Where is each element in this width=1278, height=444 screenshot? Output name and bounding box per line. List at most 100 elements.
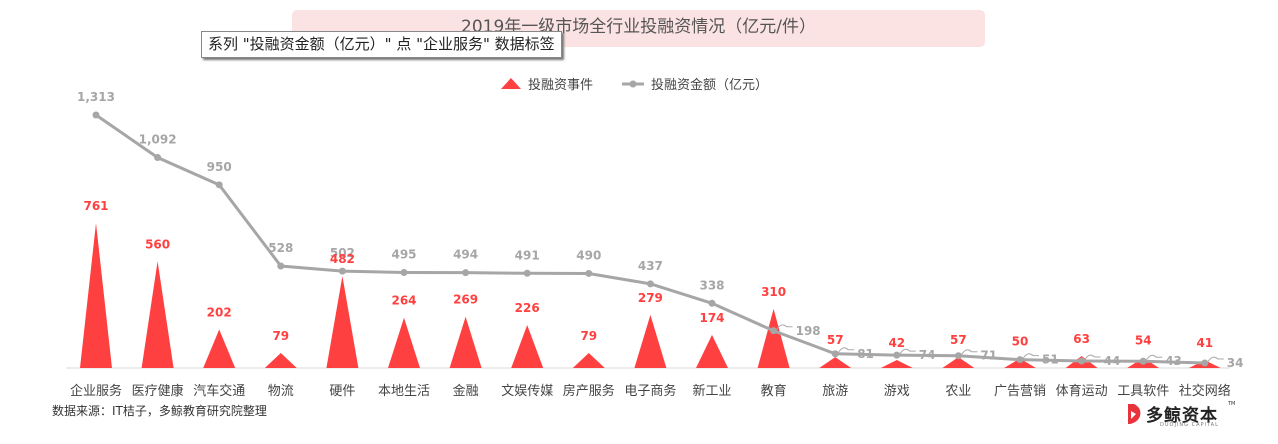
amount-point <box>893 351 901 359</box>
x-tick-label: 社交网络 <box>1179 383 1231 399</box>
amount-data-label: 495 <box>391 247 416 261</box>
amount-data-label: 502 <box>330 246 355 260</box>
amount-label-leader <box>1022 353 1039 359</box>
amount-data-label: 34 <box>1227 356 1244 370</box>
amount-point <box>1016 356 1024 364</box>
event-data-label: 560 <box>145 237 170 251</box>
amount-label-leader <box>837 347 855 354</box>
event-data-label: 54 <box>1135 334 1152 348</box>
bar-triangle <box>326 276 359 368</box>
amount-point <box>585 269 593 277</box>
x-tick-label: 硬件 <box>329 384 355 399</box>
amount-point <box>523 269 531 277</box>
amount-point <box>646 280 654 288</box>
amount-point <box>215 181 223 189</box>
amount-data-label: 1,313 <box>77 90 115 104</box>
amount-point <box>277 262 285 270</box>
x-tick-label: 新工业 <box>692 383 731 399</box>
company-logo: 多鲸资本 TM DUOJING CAPITAL <box>1126 401 1246 429</box>
x-tick-label: 农业 <box>945 384 971 399</box>
event-data-label: 310 <box>761 285 786 299</box>
amount-point <box>400 268 408 276</box>
amount-point <box>1139 357 1147 365</box>
x-tick-label: 医疗健康 <box>132 383 184 399</box>
event-data-label: 79 <box>272 329 289 343</box>
event-data-label: 482 <box>330 252 355 266</box>
data-source-note: 数据来源：IT桔子，多鲸教育研究院整理 <box>52 404 267 418</box>
amount-data-label: 1,092 <box>139 133 177 147</box>
data-label-tooltip: 系列 "投融资金额（亿元）" 点 "企业服务" 数据标签 <box>201 31 562 58</box>
amount-point <box>462 269 470 277</box>
x-tick-label: 企业服务 <box>70 383 122 399</box>
event-data-label: 226 <box>515 301 540 315</box>
bar-triangle <box>880 359 913 368</box>
amount-label-leader <box>1084 354 1101 361</box>
x-tick-label: 游戏 <box>884 384 910 399</box>
amount-label-leader <box>1145 354 1163 361</box>
whale-logo-icon <box>1128 404 1141 424</box>
x-tick-label: 房产服务 <box>563 383 615 399</box>
x-tick-label: 教育 <box>761 383 787 399</box>
bar-triangle <box>634 314 667 368</box>
amount-data-label: 74 <box>919 348 936 362</box>
event-data-label: 63 <box>1073 332 1090 346</box>
event-data-label: 41 <box>1196 336 1213 350</box>
amount-data-label: 528 <box>268 241 293 255</box>
amount-point <box>154 154 162 162</box>
logo-name: 多鲸资本 <box>1146 406 1218 426</box>
event-data-label: 57 <box>950 333 967 347</box>
amount-data-label: 491 <box>515 248 540 262</box>
amount-data-label: 950 <box>207 160 232 174</box>
x-tick-label: 汽车交通 <box>193 383 245 399</box>
x-tick-label: 金融 <box>453 383 479 399</box>
bar-triangle <box>696 334 728 368</box>
event-data-label: 79 <box>580 329 597 343</box>
bar-triangle <box>572 352 605 368</box>
amount-label-leader <box>899 348 916 355</box>
bar-triangle <box>264 352 297 368</box>
amount-data-label: 494 <box>453 248 478 262</box>
amount-data-label: 81 <box>857 347 874 361</box>
bar-triangle <box>449 316 482 368</box>
amount-data-label: 198 <box>796 324 821 338</box>
amount-point <box>954 352 962 360</box>
amount-data-label: 43 <box>1165 354 1182 368</box>
amount-label-leader <box>1207 356 1224 363</box>
amount-point <box>92 111 100 119</box>
x-tick-label: 电子商务 <box>624 383 676 399</box>
bar-triangle <box>942 357 975 368</box>
event-data-label: 761 <box>83 199 108 213</box>
event-data-label: 202 <box>207 306 232 320</box>
amount-point <box>770 327 778 335</box>
amount-data-label: 338 <box>699 278 724 292</box>
event-data-label: 57 <box>827 333 844 347</box>
amount-point <box>708 299 716 307</box>
bar-triangle <box>141 261 174 368</box>
amount-point <box>1078 357 1086 365</box>
amount-point <box>831 350 839 358</box>
logo-tm: TM <box>1228 401 1236 407</box>
amount-data-label: 490 <box>576 248 601 262</box>
amount-point <box>338 267 346 275</box>
amount-data-label: 44 <box>1104 354 1121 368</box>
legend-amount-marker <box>629 80 637 88</box>
event-data-label: 50 <box>1012 334 1029 348</box>
amount-data-label: 51 <box>1042 353 1059 367</box>
x-tick-label: 本地生活 <box>378 384 430 399</box>
bar-triangle <box>203 329 236 368</box>
legend-amount-label: 投融资金额（亿元） <box>651 77 768 93</box>
bar-triangle <box>1004 358 1036 368</box>
legend-event-marker <box>501 78 521 89</box>
bar-triangle <box>511 324 544 368</box>
x-tick-label: 文娱传媒 <box>501 384 553 399</box>
x-tick-label: 工具软件 <box>1117 384 1169 399</box>
amount-label-leader <box>960 349 978 356</box>
x-tick-label: 广告营销 <box>994 384 1046 399</box>
bar-triangle <box>388 317 420 368</box>
amount-point <box>1201 359 1209 367</box>
x-tick-label: 体育运动 <box>1056 383 1108 399</box>
logo-subtitle: DUOJING CAPITAL <box>1160 422 1219 428</box>
x-tick-label: 物流 <box>268 384 294 399</box>
